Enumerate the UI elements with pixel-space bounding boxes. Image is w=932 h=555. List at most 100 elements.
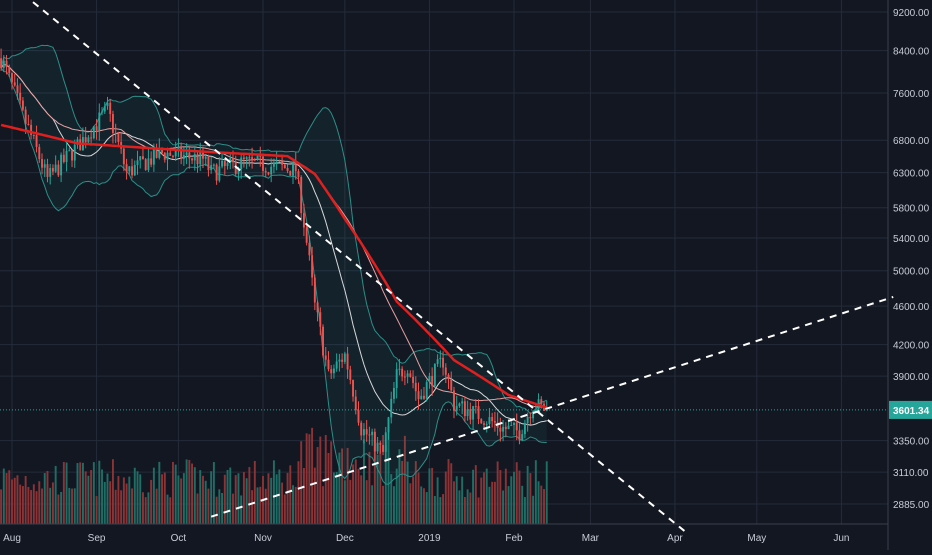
volume-bar bbox=[543, 489, 545, 524]
candle-body bbox=[526, 417, 529, 424]
volume-bar bbox=[540, 485, 543, 524]
volume-bar bbox=[313, 467, 316, 524]
ma-red bbox=[0, 123, 548, 409]
candle bbox=[499, 417, 502, 442]
candle bbox=[163, 151, 166, 163]
candle-body bbox=[264, 170, 267, 173]
volume-bar bbox=[229, 467, 232, 524]
candle-body bbox=[38, 146, 41, 160]
candle bbox=[502, 420, 505, 442]
volume-bar bbox=[510, 476, 513, 524]
volume-bar bbox=[439, 497, 442, 524]
x-axis[interactable]: Aug Sep Oct Nov Dec 2019 Feb Mar Apr May Jun bbox=[0, 523, 888, 544]
volume-bar bbox=[51, 482, 54, 524]
volume-bar bbox=[62, 462, 65, 524]
candle bbox=[349, 365, 352, 385]
candle-body bbox=[455, 406, 458, 411]
volume-bar bbox=[278, 469, 281, 524]
candle-body bbox=[182, 155, 185, 159]
candle bbox=[272, 158, 275, 174]
candle-body bbox=[125, 164, 128, 172]
candle-body bbox=[144, 159, 147, 170]
volume-bar bbox=[403, 435, 406, 524]
y-tick-label: 2885.00 bbox=[893, 500, 930, 511]
candle-body bbox=[371, 431, 374, 436]
candle bbox=[191, 157, 194, 165]
volume-bar bbox=[158, 461, 161, 524]
candle-body bbox=[469, 409, 472, 420]
band-upper bbox=[0, 44, 547, 415]
candle-body bbox=[172, 155, 174, 157]
volume-bar bbox=[180, 478, 183, 524]
volume-bar bbox=[289, 465, 292, 524]
volume-bar bbox=[264, 488, 267, 524]
candle bbox=[491, 412, 494, 428]
volume-bar bbox=[423, 488, 425, 524]
volume-bar bbox=[163, 472, 166, 524]
candle-body bbox=[114, 132, 117, 134]
candle bbox=[483, 420, 485, 429]
candle-body bbox=[180, 146, 183, 159]
candle-body bbox=[24, 109, 27, 124]
volume-bar bbox=[166, 494, 169, 524]
volume-bar bbox=[152, 467, 155, 524]
candle bbox=[202, 146, 204, 169]
candle bbox=[425, 379, 428, 402]
volume-bar bbox=[275, 474, 278, 524]
candle-body bbox=[133, 164, 136, 176]
volume-bar bbox=[256, 487, 259, 524]
volume-bar bbox=[362, 439, 365, 524]
volume-bar bbox=[103, 481, 106, 524]
volume-bar bbox=[11, 479, 13, 524]
candle-body bbox=[417, 391, 420, 400]
candle bbox=[35, 125, 38, 153]
volume-bar bbox=[379, 445, 382, 524]
volume-bar bbox=[259, 486, 262, 524]
volume-bar bbox=[341, 448, 344, 524]
candle-body bbox=[409, 373, 412, 377]
candle bbox=[433, 363, 436, 389]
candle bbox=[68, 147, 71, 152]
candle bbox=[518, 422, 521, 445]
candle bbox=[0, 48, 3, 71]
volume-bar bbox=[237, 473, 240, 524]
candle bbox=[54, 155, 57, 173]
y-tick-label: 6800.00 bbox=[893, 136, 930, 147]
volume-bar bbox=[376, 454, 379, 524]
candle bbox=[371, 428, 374, 446]
candle bbox=[302, 204, 305, 237]
candle bbox=[2, 55, 5, 72]
candle bbox=[398, 358, 401, 376]
candle-body bbox=[540, 399, 543, 404]
volume-bar bbox=[433, 496, 436, 524]
volume-bar bbox=[19, 484, 22, 524]
candle bbox=[488, 408, 491, 426]
candle bbox=[412, 370, 415, 389]
candle bbox=[313, 274, 316, 311]
volume-bar bbox=[297, 461, 300, 524]
candle bbox=[493, 411, 496, 432]
trendline-2[interactable] bbox=[210, 295, 894, 518]
y-tick-label: 3110.00 bbox=[893, 468, 929, 479]
volume-bar bbox=[442, 494, 445, 524]
candle-body bbox=[398, 368, 401, 370]
candle-body bbox=[365, 429, 368, 435]
candle bbox=[106, 96, 109, 110]
candle bbox=[354, 389, 357, 415]
volume-bar bbox=[232, 493, 234, 524]
volume-bar bbox=[352, 464, 354, 524]
volume-bar bbox=[504, 468, 507, 524]
volume-bar bbox=[436, 477, 439, 524]
candle bbox=[289, 170, 292, 176]
volume-bar bbox=[49, 487, 52, 524]
volume-bar bbox=[253, 460, 256, 524]
volume-bar bbox=[398, 449, 401, 524]
y-axis[interactable]: 9200.00 8400.00 7600.00 6800.00 6300.00 5800.… bbox=[887, 0, 932, 550]
candle-body bbox=[474, 406, 477, 408]
volume-bar bbox=[155, 488, 158, 524]
volume-bar bbox=[120, 490, 123, 524]
volume-bar bbox=[513, 471, 515, 524]
volume-bar bbox=[98, 460, 101, 524]
